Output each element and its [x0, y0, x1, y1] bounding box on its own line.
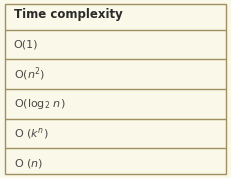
Text: O ($n$): O ($n$)	[14, 157, 43, 170]
Text: O ($k^n$): O ($k^n$)	[14, 126, 48, 141]
Text: Time complexity: Time complexity	[14, 8, 123, 21]
Text: O(1): O(1)	[14, 40, 38, 49]
Text: O(log$_2$ $n$): O(log$_2$ $n$)	[14, 97, 65, 111]
Text: O($n^2$): O($n^2$)	[14, 65, 45, 83]
